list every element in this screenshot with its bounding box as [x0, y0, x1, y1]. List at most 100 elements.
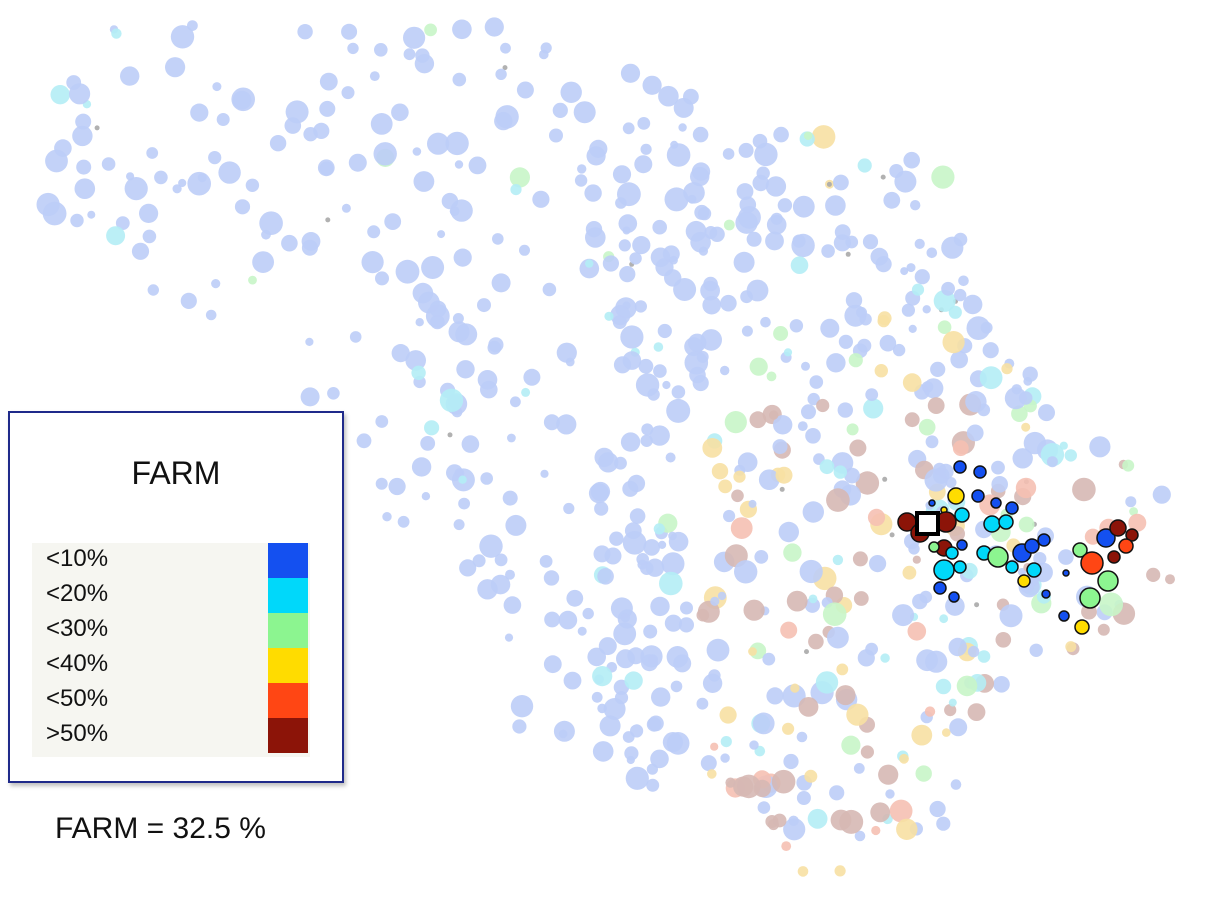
- bubble-point: [1080, 551, 1104, 575]
- bubble-point: [783, 543, 802, 562]
- bubble-point: [833, 465, 847, 479]
- bubble-point: [963, 294, 983, 315]
- bubble-point: [1097, 570, 1119, 592]
- bubble-point: [500, 42, 511, 54]
- bubble-point: [507, 433, 516, 443]
- bubble-point: [826, 181, 832, 187]
- bubble-point: [1118, 538, 1134, 554]
- bubble-point: [658, 540, 667, 550]
- bubble-point: [1072, 477, 1096, 502]
- bubble-point: [341, 23, 358, 40]
- bubble-point: [411, 365, 426, 380]
- selected-location-marker[interactable]: [915, 511, 940, 536]
- legend-swatch: [268, 648, 308, 683]
- bubble-point: [941, 236, 964, 259]
- bubble-point: [424, 23, 437, 37]
- bubble-point: [421, 256, 445, 279]
- bubble-point: [126, 172, 135, 181]
- bubble-point: [259, 211, 283, 235]
- bubble-point: [683, 88, 699, 105]
- bubble-point: [950, 779, 962, 790]
- bubble-point: [297, 24, 313, 40]
- bubble-point: [420, 436, 436, 451]
- bubble-point: [949, 718, 968, 737]
- bubble-point: [651, 687, 671, 707]
- bubble-point: [622, 531, 647, 555]
- bubble-point: [208, 151, 222, 165]
- bubble-point: [915, 765, 932, 782]
- bubble-point: [325, 217, 331, 223]
- bubble-point: [821, 244, 835, 258]
- bubble-point: [966, 316, 991, 340]
- bubble-point: [819, 459, 835, 475]
- bubble-point: [778, 521, 799, 543]
- bubble-point: [974, 602, 980, 608]
- bubble-point: [248, 275, 257, 285]
- bubble-point: [779, 486, 785, 492]
- bubble-point: [820, 318, 840, 338]
- legend-swatch: [268, 613, 308, 648]
- bubble-point: [597, 568, 614, 585]
- bubble-point: [720, 365, 730, 376]
- bubble-point: [305, 337, 314, 346]
- bubble-point: [871, 825, 881, 836]
- bubble-point: [629, 508, 646, 524]
- bubble-point: [788, 815, 799, 826]
- bubble-point: [384, 213, 402, 231]
- bubble-point: [911, 724, 933, 746]
- bubble-point: [516, 81, 534, 99]
- bubble-point: [643, 539, 660, 556]
- bubble-point: [190, 103, 209, 122]
- bubble-point: [597, 703, 607, 714]
- bubble-point: [771, 769, 796, 794]
- legend-swatch: [268, 718, 308, 753]
- bubble-point: [804, 769, 818, 783]
- bubble-point: [805, 428, 821, 444]
- bubble-point: [867, 508, 886, 526]
- bubble-point: [766, 687, 784, 705]
- bubble-point: [269, 135, 287, 152]
- bubble-point: [154, 170, 168, 185]
- bubble-point: [477, 579, 498, 600]
- bubble-point: [941, 281, 955, 296]
- bubble-point: [664, 614, 683, 632]
- bubble-point: [560, 81, 582, 104]
- bubble-point: [653, 364, 667, 378]
- bubble-point: [807, 808, 828, 829]
- bubble-point: [899, 753, 909, 764]
- bubble-point: [657, 323, 672, 339]
- bubble-point: [947, 487, 965, 505]
- bubble-point: [437, 230, 446, 239]
- bubble-point: [846, 703, 869, 726]
- bubble-point: [458, 475, 467, 484]
- bubble-point: [862, 234, 879, 250]
- bubble-point: [838, 334, 854, 349]
- bubble-point: [889, 799, 913, 823]
- bubble-point: [610, 305, 631, 326]
- bubble-point: [803, 131, 813, 140]
- bubble-point: [922, 305, 931, 314]
- bubble-point: [933, 581, 947, 595]
- bubble-point: [624, 746, 639, 761]
- legend-label: <40%: [46, 650, 109, 677]
- bubble-point: [762, 652, 776, 666]
- bubble-point: [829, 785, 845, 801]
- bubble-point: [1021, 422, 1031, 432]
- bubble-point: [924, 706, 936, 717]
- bubble-point: [848, 353, 863, 368]
- bubble-point: [1004, 387, 1027, 410]
- bubble-point: [734, 560, 758, 584]
- bubble-point: [1097, 623, 1110, 636]
- bubble-point: [510, 695, 534, 718]
- bubble-point: [754, 142, 778, 167]
- bubble-point: [180, 292, 197, 309]
- bubble-point: [441, 192, 459, 210]
- bubble-point: [710, 742, 719, 751]
- bubble-point: [618, 239, 631, 252]
- bubble-point: [503, 596, 522, 614]
- bubble-point: [949, 526, 965, 542]
- bubble-point: [928, 499, 936, 507]
- bubble-point: [604, 311, 614, 321]
- bubble-point: [833, 174, 849, 191]
- bubble-point: [718, 479, 733, 494]
